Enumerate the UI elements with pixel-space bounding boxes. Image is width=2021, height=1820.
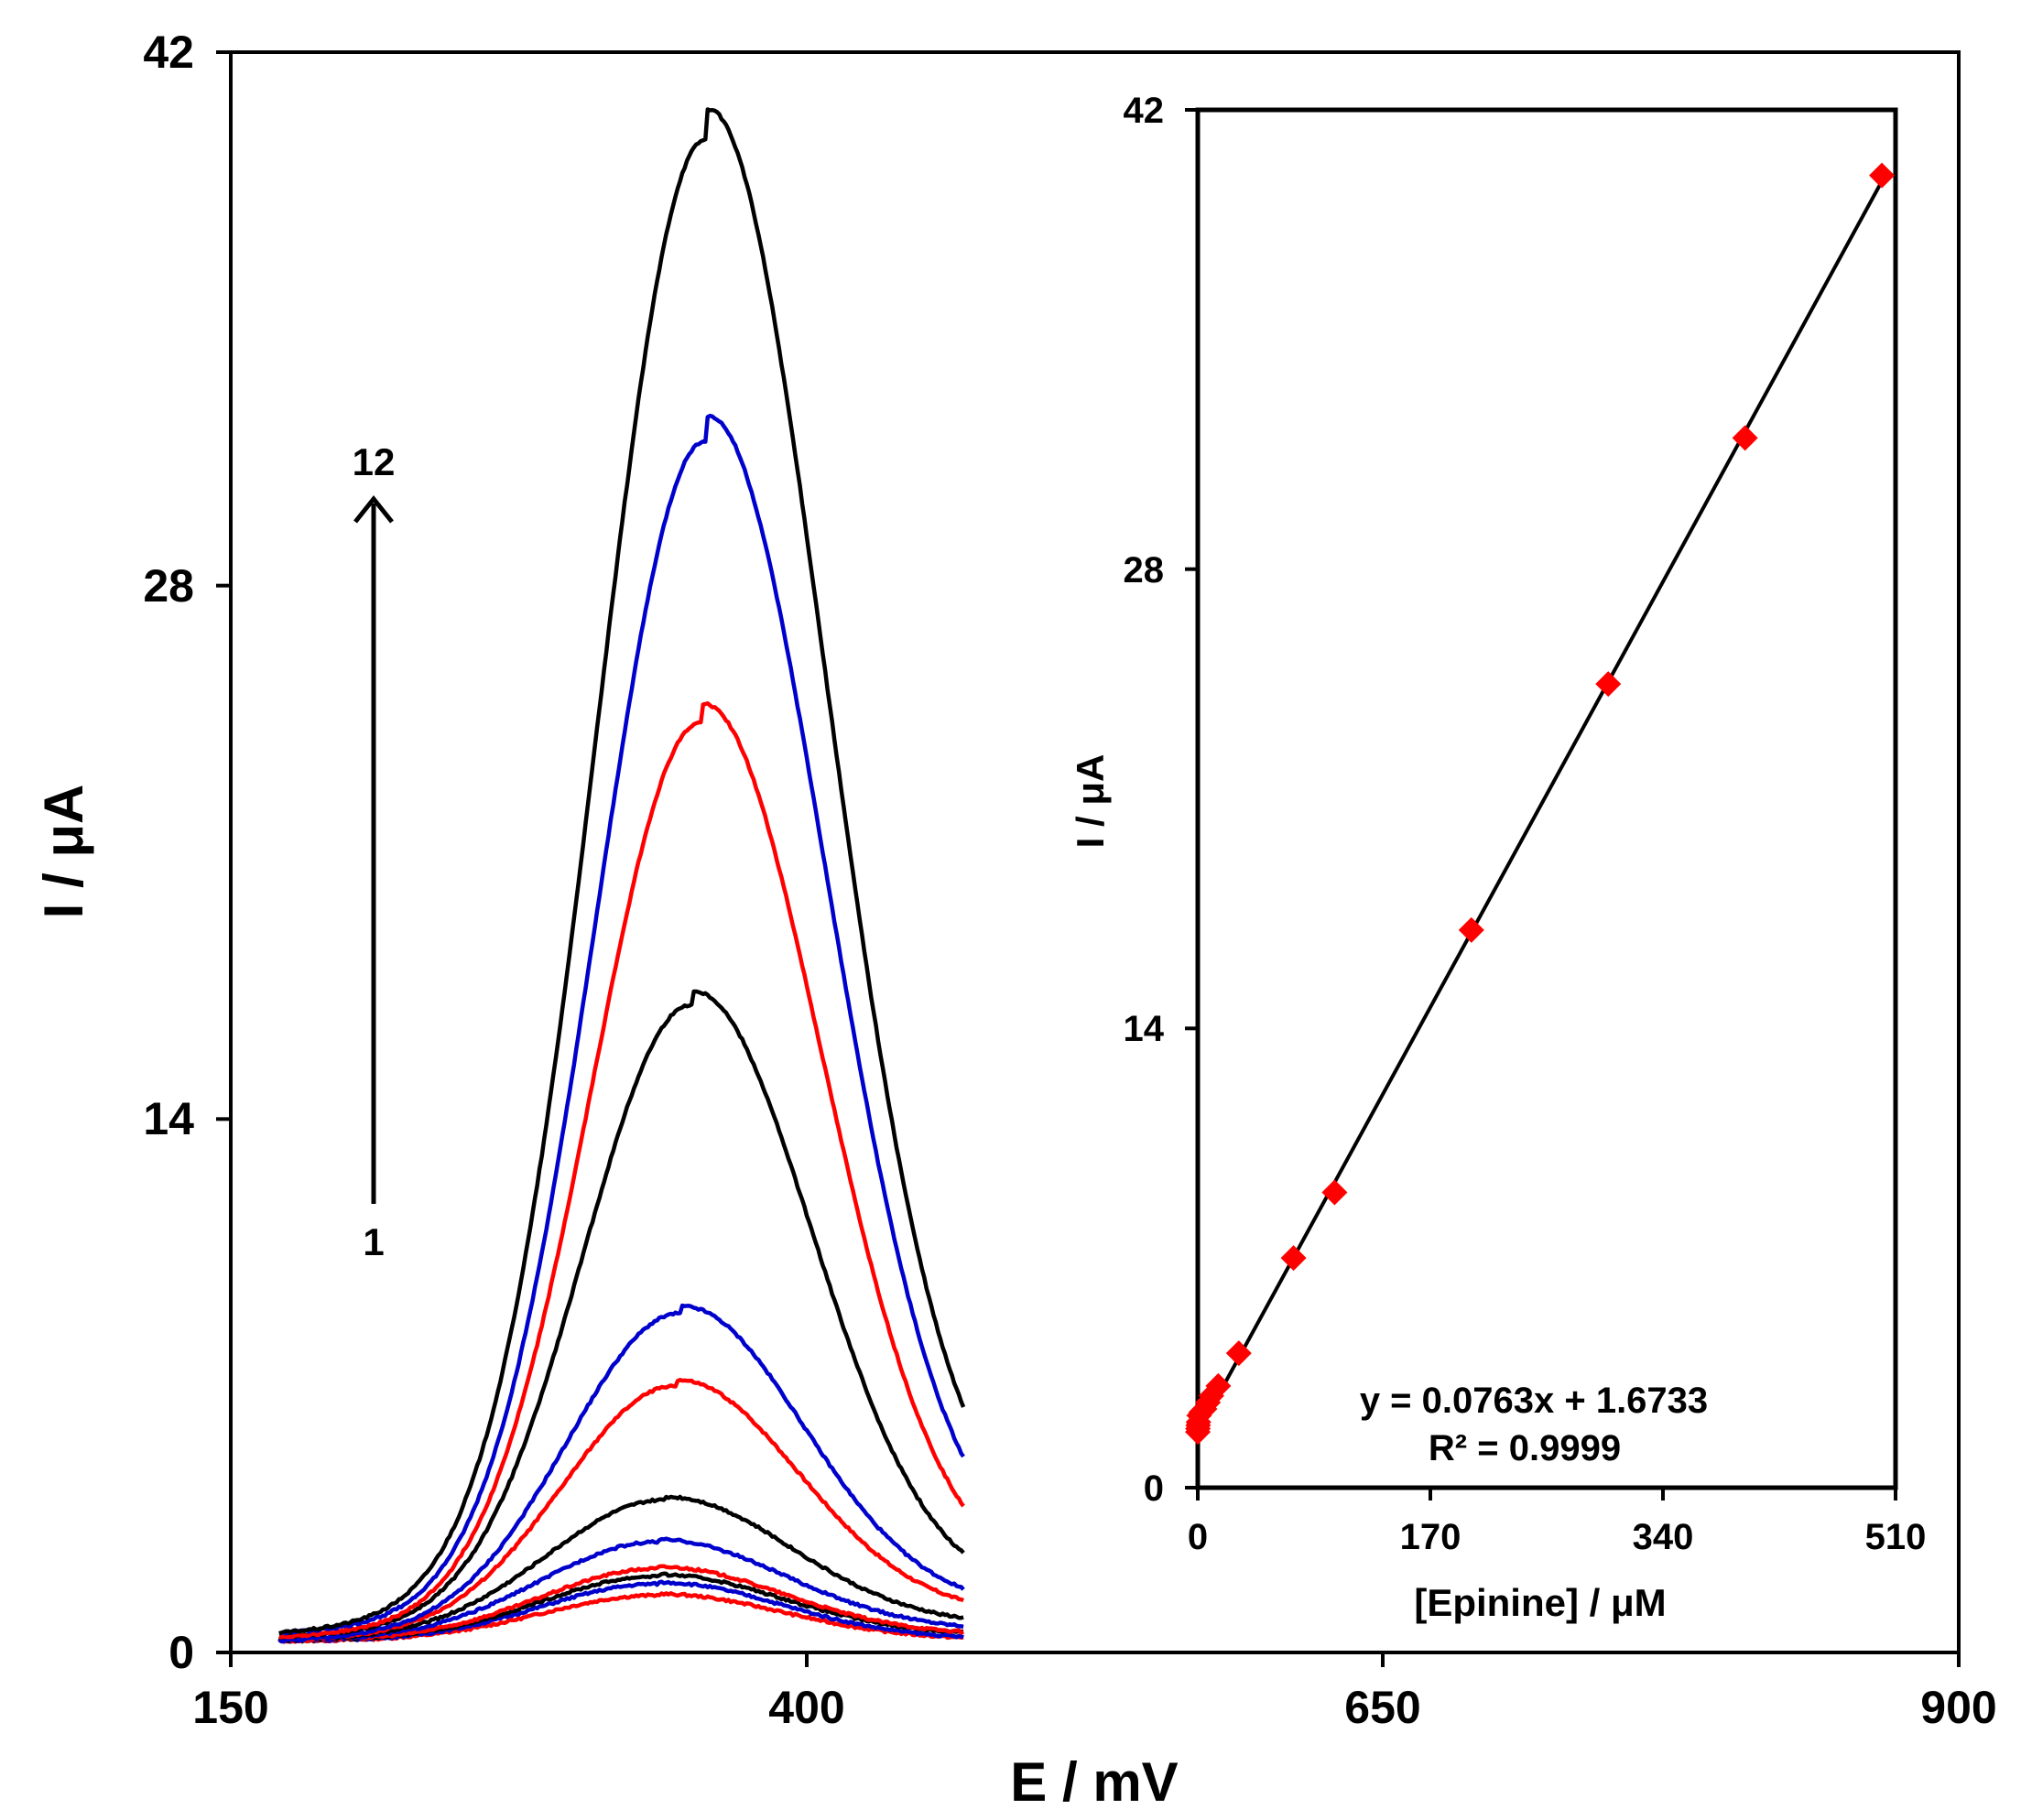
arrow-end-label: 12 [353, 440, 396, 483]
main-x-tick-label: 150 [192, 1682, 268, 1733]
fit-r-squared: R² = 0.9999 [1429, 1428, 1621, 1468]
main-chart: 150 400 650 900 0 14 28 42 E / mV I / μA… [33, 27, 1997, 1813]
main-plot-frame [229, 50, 1961, 1654]
main-x-tick-label: 400 [768, 1682, 844, 1733]
main-y-tick-label: 28 [143, 560, 194, 612]
arrow-start-label: 1 [363, 1220, 384, 1263]
series-order-arrow-head [353, 494, 394, 524]
main-x-tick-label: 650 [1344, 1682, 1420, 1733]
voltammogram-curve-8 [277, 1303, 965, 1644]
voltammogram-curve-4 [277, 1564, 965, 1644]
inset-data-point [1869, 162, 1896, 189]
inset-points [1185, 162, 1896, 1446]
inset-data-point [1595, 671, 1622, 698]
inset-data-point [1732, 425, 1758, 451]
inset-y-tick-label: 42 [1124, 91, 1165, 131]
main-x-tick-label: 900 [1920, 1682, 1996, 1733]
inset-chart: 0 170 340 510 0 14 28 42 [Epinine] / μM … [1069, 91, 1926, 1624]
voltammogram-curve-7 [277, 1378, 965, 1644]
inset-fit-line-group [1196, 180, 1884, 1434]
main-y-axis-title: I / μA [33, 785, 94, 919]
voltammogram-curve-10 [278, 701, 965, 1640]
inset-plot-frame [1195, 107, 1898, 1490]
inset-data-point [1458, 916, 1484, 943]
inset-y-tick-label: 28 [1124, 550, 1165, 590]
voltammogram-curve-11 [278, 413, 965, 1636]
inset-axes [1185, 108, 1897, 1500]
main-axes [216, 50, 1961, 1667]
main-y-tick-label: 42 [143, 27, 194, 78]
voltammogram-curve-12 [278, 107, 966, 1636]
inset-data-point [1225, 1340, 1252, 1367]
voltammogram-curve-9 [277, 989, 965, 1640]
inset-fit-line [1196, 180, 1884, 1434]
fit-equation: y = 0.0763x + 1.6733 [1360, 1381, 1708, 1421]
main-curves [277, 107, 966, 1644]
main-y-tick-label: 14 [143, 1093, 194, 1144]
main-x-axis-title: E / mV [1010, 1751, 1178, 1813]
inset-x-axis-title: [Epinine] / μM [1414, 1581, 1666, 1624]
inset-y-tick-label: 0 [1144, 1468, 1164, 1509]
inset-data-point [1280, 1245, 1307, 1272]
inset-data-point [1321, 1179, 1348, 1206]
inset-y-tick-label: 14 [1124, 1009, 1165, 1049]
inset-x-tick-label: 340 [1633, 1517, 1694, 1557]
inset-x-tick-label: 170 [1400, 1517, 1461, 1557]
inset-x-tick-label: 0 [1188, 1517, 1208, 1557]
voltammogram-curve-6 [277, 1494, 964, 1643]
main-y-tick-label: 0 [168, 1627, 194, 1678]
inset-data-point [1205, 1372, 1232, 1399]
inset-y-axis-title: I / μA [1069, 754, 1112, 849]
inset-x-tick-label: 510 [1865, 1517, 1927, 1557]
